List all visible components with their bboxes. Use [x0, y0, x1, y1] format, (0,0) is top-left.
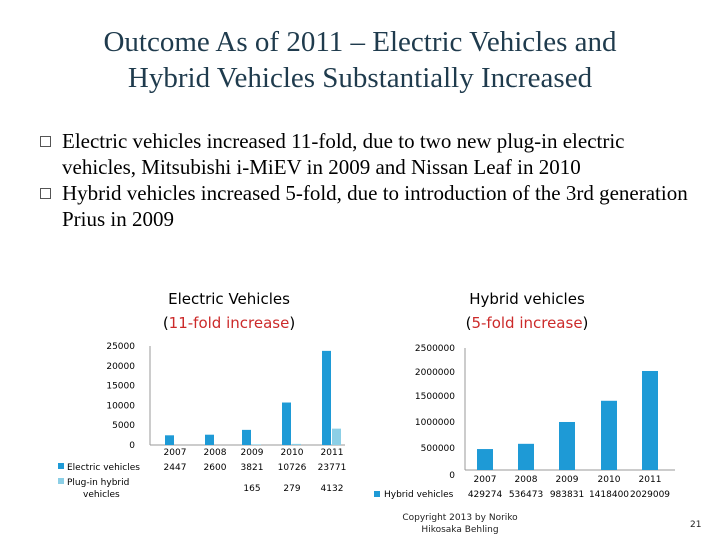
chart-subtitle: (11-fold increase) [163, 314, 295, 332]
bullet-list: Electric vehicles increased 11-fold, due… [40, 128, 690, 232]
data-label-hybrid: 1418400 [589, 490, 629, 500]
bar-electric-vehicles [205, 434, 214, 445]
data-label-electric: 2447 [164, 463, 187, 473]
bar-electric-vehicles [322, 350, 331, 445]
bullet-item: Hybrid vehicles increased 5-fold, due to… [40, 180, 690, 232]
bar-electric-vehicles [282, 402, 291, 445]
x-tick-label: 2010 [598, 475, 621, 485]
title-line-1: Outcome As of 2011 – Electric Vehicles a… [103, 26, 617, 58]
y-tick-label: 500000 [421, 444, 456, 454]
legend-swatch-plug-in [58, 478, 64, 484]
bar-hybrid-vehicles [477, 449, 493, 470]
y-tick-label: 15000 [106, 382, 135, 392]
y-tick-label: 0 [129, 441, 135, 451]
data-label-hybrid: 429274 [468, 490, 503, 500]
bar-hybrid-vehicles [601, 400, 617, 470]
data-label-electric: 23771 [318, 463, 347, 473]
y-tick-label: 1500000 [415, 392, 455, 402]
bullet-text: Electric vehicles increased 11-fold, due… [62, 129, 625, 179]
y-tick-label: 1000000 [415, 418, 455, 428]
x-tick-label: 2010 [281, 448, 304, 458]
bullet-text: Hybrid vehicles increased 5-fold, due to… [62, 181, 688, 231]
x-tick-label: 2007 [164, 448, 187, 458]
bar-electric-vehicles [242, 429, 251, 445]
legend-label-hybrid: Hybrid vehicles [384, 490, 454, 500]
data-label-electric: 3821 [241, 463, 264, 473]
page-number: 21 [690, 520, 702, 530]
data-label-plug-in: 4132 [321, 484, 344, 494]
bar-plug-in-hybrid [332, 428, 341, 445]
bar-electric-vehicles [165, 435, 174, 445]
y-tick-label: 2500000 [415, 344, 455, 354]
y-tick-label: 10000 [106, 401, 135, 411]
bullet-item: Electric vehicles increased 11-fold, due… [40, 128, 690, 180]
legend-label-plug-in: Plug-in hybrid vehicles [67, 478, 129, 500]
bullet-box-icon [40, 188, 51, 199]
bar-plug-in-hybrid [252, 444, 261, 445]
x-tick-label: 2009 [556, 475, 579, 485]
bullet-box-icon [40, 136, 51, 147]
title-line-2: Hybrid Vehicles Substantially Increased [127, 62, 593, 94]
y-tick-label: 5000 [112, 421, 135, 431]
data-label-electric: 2600 [204, 463, 227, 473]
bar-hybrid-vehicles [559, 421, 575, 470]
x-tick-label: 2011 [321, 448, 344, 458]
x-tick-label: 2008 [515, 475, 538, 485]
legend-swatch-electric [58, 463, 64, 469]
y-tick-label: 20000 [106, 362, 135, 372]
y-tick-label: 25000 [106, 342, 135, 352]
data-label-plug-in: 279 [283, 484, 300, 494]
data-label-plug-in: 165 [243, 484, 260, 494]
y-tick-label: 2000000 [415, 368, 455, 378]
copyright-note: Copyright 2013 by Noriko Hikosaka Behlin… [380, 512, 540, 536]
data-label-hybrid: 983831 [550, 490, 584, 500]
bar-plug-in-hybrid [292, 443, 301, 445]
x-tick-label: 2009 [241, 448, 264, 458]
legend-label-electric: Electric vehicles [67, 463, 140, 473]
bar-hybrid-vehicles [518, 443, 534, 470]
legend-swatch-hybrid [374, 491, 380, 497]
x-tick-label: 2007 [474, 475, 497, 485]
chart-subtitle: (5-fold increase) [466, 314, 589, 332]
slide-title: Outcome As of 2011 – Electric Vehicles a… [40, 24, 680, 96]
x-tick-label: 2008 [204, 448, 227, 458]
y-tick-label: 0 [449, 471, 455, 481]
copyright-line-2: Hikosaka Behling [421, 525, 499, 535]
data-label-hybrid: 536473 [509, 490, 543, 500]
copyright-line-1: Copyright 2013 by Noriko [402, 513, 518, 523]
x-tick-label: 2011 [639, 475, 662, 485]
data-label-hybrid: 2029009 [630, 490, 670, 500]
data-label-electric: 10726 [278, 463, 307, 473]
chart-title: Electric Vehicles [168, 290, 290, 308]
bar-hybrid-vehicles [642, 370, 658, 470]
chart-title: Hybrid vehicles [469, 290, 585, 308]
